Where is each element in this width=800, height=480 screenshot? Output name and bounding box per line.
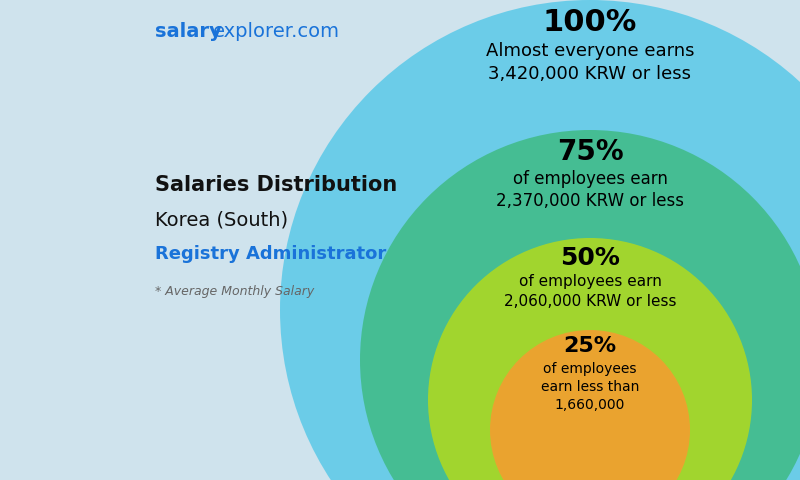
Text: 50%: 50% (560, 246, 620, 270)
Text: 2,060,000 KRW or less: 2,060,000 KRW or less (504, 294, 676, 309)
Text: Salaries Distribution: Salaries Distribution (155, 175, 398, 195)
Text: of employees: of employees (543, 362, 637, 376)
Text: 1,660,000: 1,660,000 (555, 398, 625, 412)
Text: 75%: 75% (557, 138, 623, 166)
Ellipse shape (280, 0, 800, 480)
Ellipse shape (428, 238, 752, 480)
Text: 3,420,000 KRW or less: 3,420,000 KRW or less (489, 65, 691, 83)
Text: of employees earn: of employees earn (518, 274, 662, 289)
Text: 100%: 100% (543, 8, 637, 37)
Text: * Average Monthly Salary: * Average Monthly Salary (155, 285, 314, 298)
Text: Korea (South): Korea (South) (155, 210, 288, 229)
Text: of employees earn: of employees earn (513, 170, 667, 188)
Text: earn less than: earn less than (541, 380, 639, 394)
Text: salary: salary (155, 22, 222, 41)
Ellipse shape (490, 330, 690, 480)
Ellipse shape (360, 130, 800, 480)
Text: 25%: 25% (563, 336, 617, 356)
Text: Registry Administrator: Registry Administrator (155, 245, 386, 263)
Text: 2,370,000 KRW or less: 2,370,000 KRW or less (496, 192, 684, 210)
Text: Almost everyone earns: Almost everyone earns (486, 42, 694, 60)
Text: explorer.com: explorer.com (213, 22, 340, 41)
